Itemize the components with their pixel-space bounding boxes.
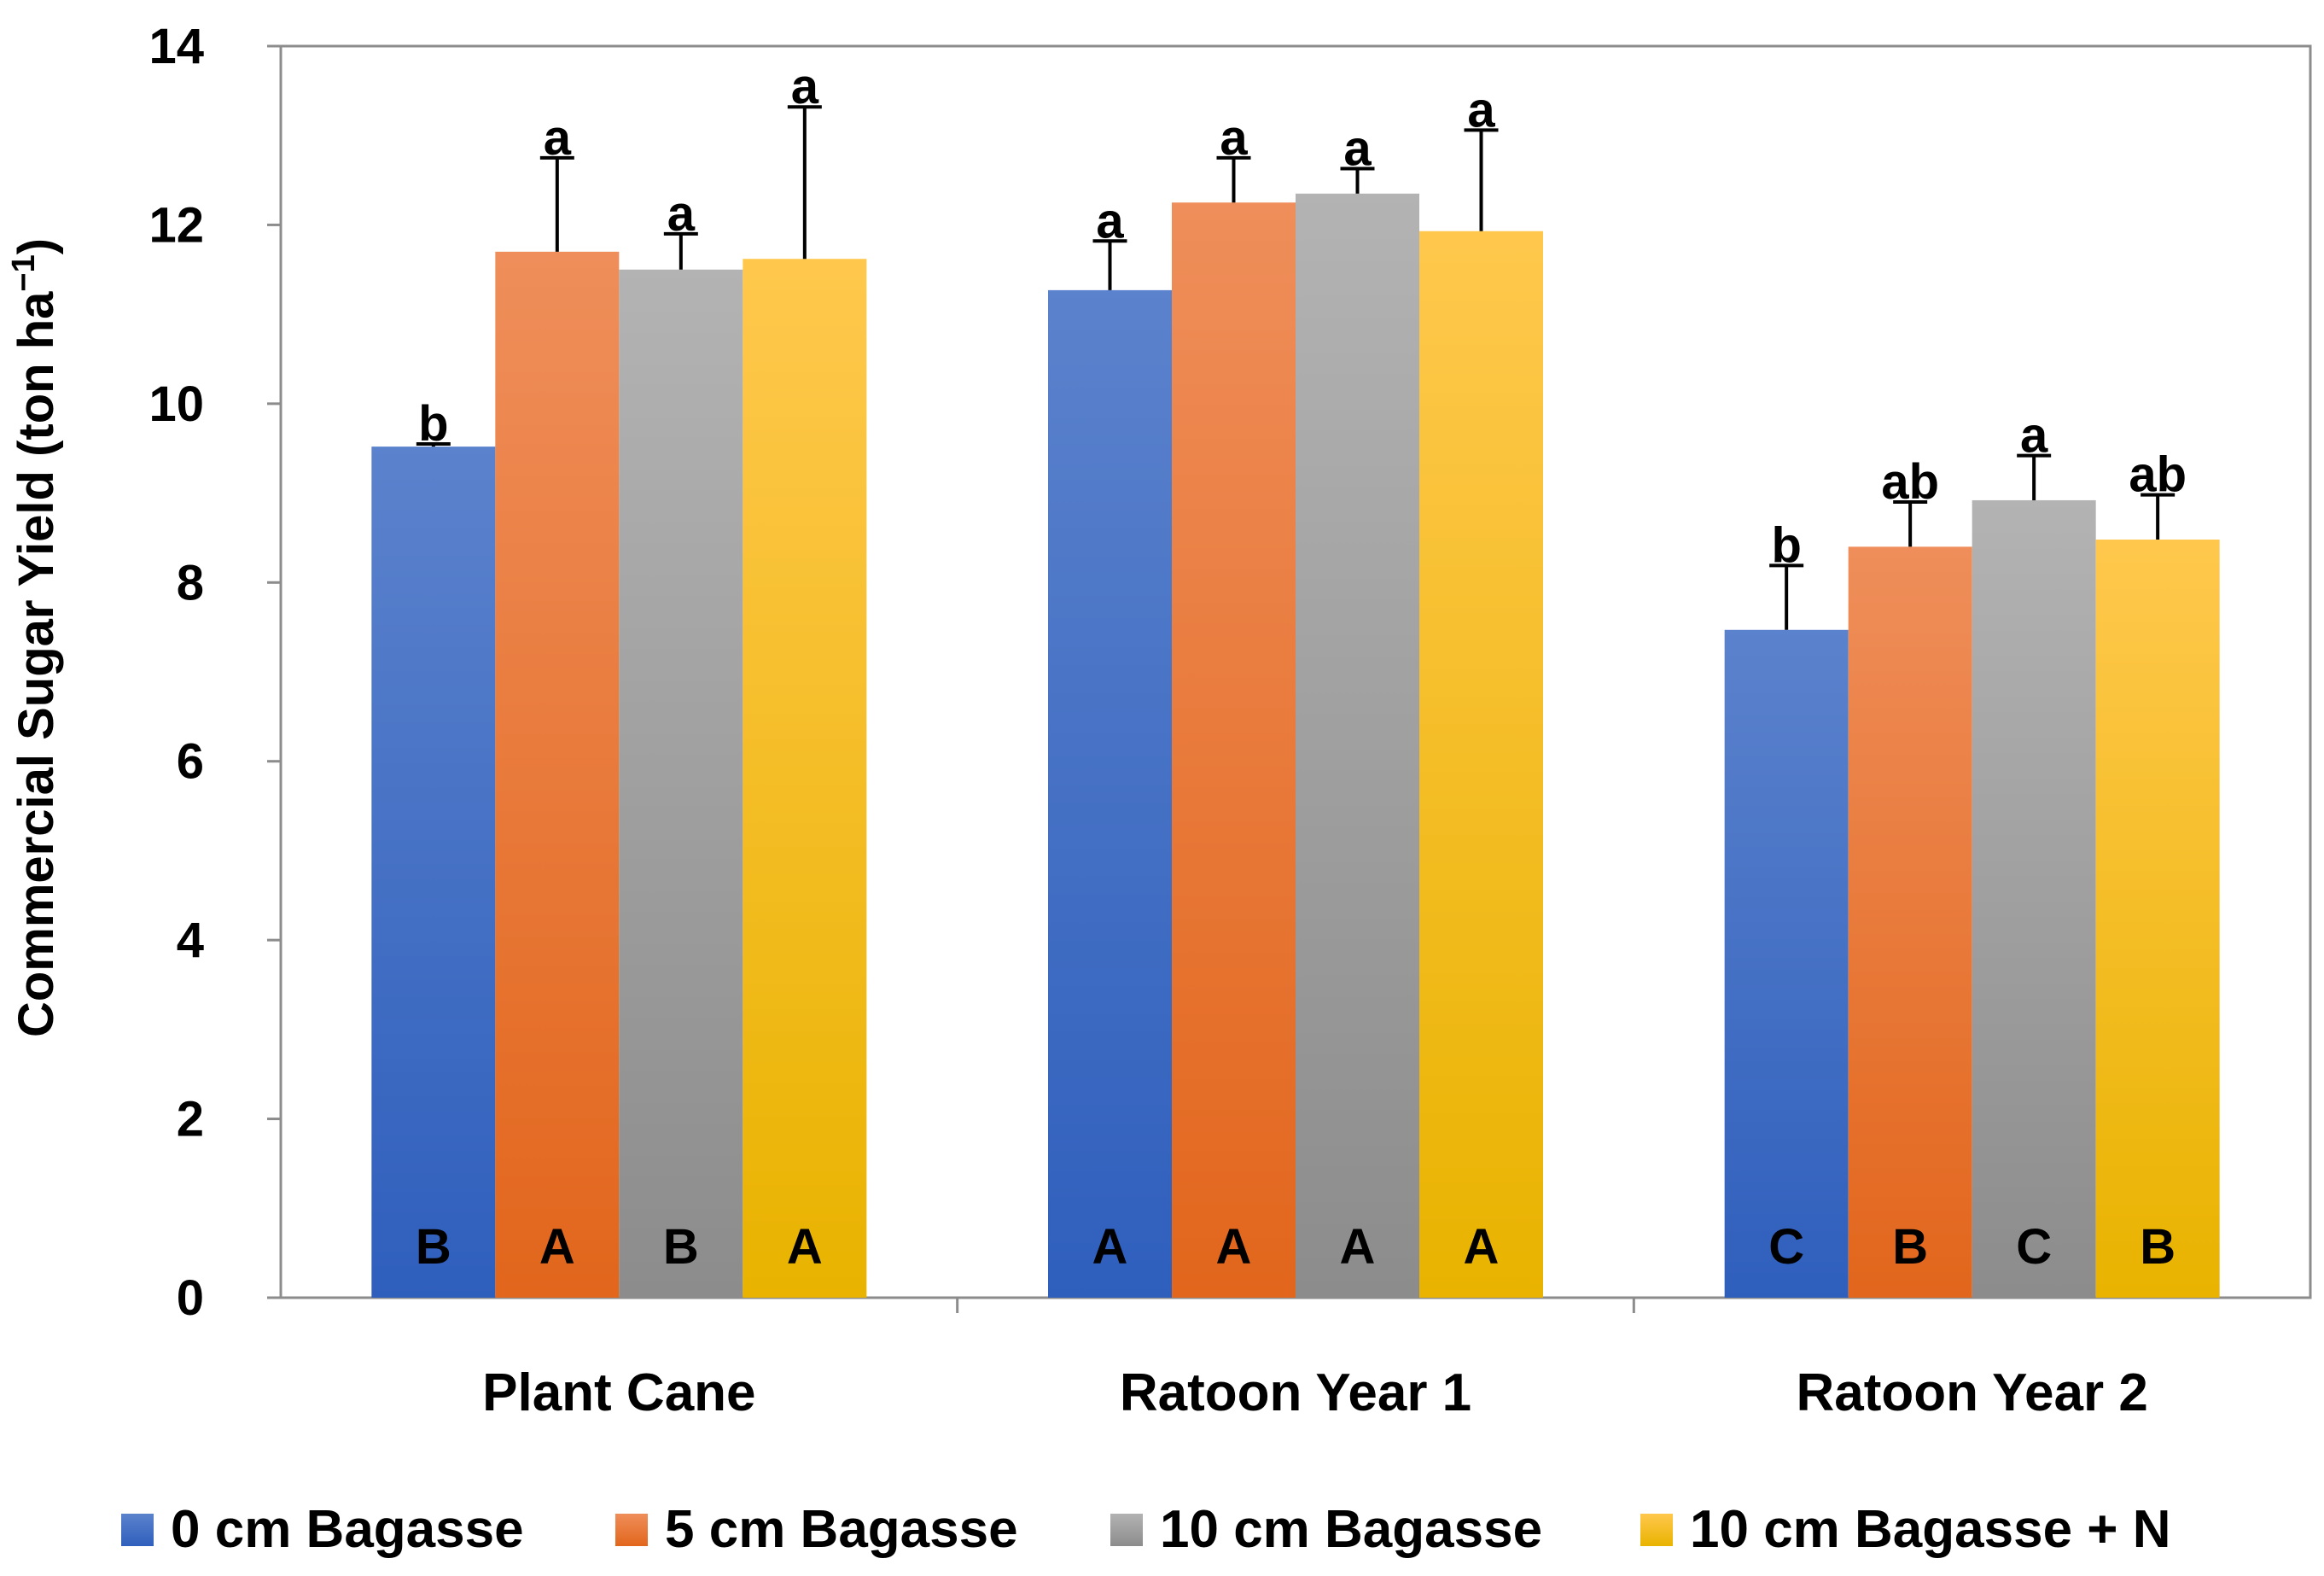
legend: 0 cm Bagasse 5 cm Bagasse 10 cm Bagasse 10 …	[121, 1500, 2171, 1559]
bar	[1172, 202, 1296, 1298]
y-tick-label: 0	[177, 1270, 204, 1326]
y-axis-title: Commercial Sugar Yield (ton ha−1)	[6, 238, 64, 1037]
legend-swatch	[615, 1514, 648, 1546]
bar-letter-bottom: A	[1216, 1219, 1252, 1275]
bar-letter-bottom: A	[1464, 1219, 1500, 1275]
bar	[1048, 289, 1172, 1298]
bar-letter-bottom: C	[2016, 1219, 2052, 1275]
bar-letter-bottom: A	[1092, 1219, 1128, 1275]
y-tick-label: 14	[149, 19, 204, 74]
legend-swatch	[1640, 1514, 1673, 1546]
y-axis-title-superscript: −1	[6, 254, 42, 291]
bar-letter-top: a	[2020, 408, 2048, 464]
legend-label: 0 cm Bagasse	[171, 1500, 524, 1559]
y-axis-title-close: )	[9, 238, 64, 254]
bar-letter-top: b	[418, 396, 448, 452]
y-tick-label: 8	[177, 555, 204, 610]
bar	[371, 447, 496, 1298]
bar-letter-bottom: A	[539, 1219, 575, 1275]
bar-letter-bottom: C	[1768, 1219, 1804, 1275]
bar-letter-top: a	[1467, 82, 1495, 137]
y-tick-label: 4	[177, 913, 204, 968]
bar-letter-top: ab	[2129, 447, 2187, 503]
y-tick-label: 12	[149, 197, 204, 253]
bar-letter-top: ab	[1881, 454, 1939, 510]
x-axis: Plant Cane Ratoon Year 1 Ratoon Year 2	[482, 1298, 2148, 1422]
legend-swatch	[1110, 1514, 1143, 1546]
bar	[1972, 499, 2096, 1298]
y-axis: 0 2 4 6 8 10 12 14	[149, 19, 281, 1326]
y-axis-title-text: Commercial Sugar Yield (ton ha	[9, 291, 64, 1037]
legend-label: 10 cm Bagasse + N	[1690, 1500, 2171, 1559]
bar-letter-bottom: A	[787, 1219, 823, 1275]
y-tick-label: 10	[149, 376, 204, 432]
x-category-label: Plant Cane	[482, 1363, 755, 1422]
bar-letter-top: a	[1343, 120, 1372, 176]
bar	[619, 269, 743, 1299]
bar	[1848, 546, 1972, 1298]
bar	[1724, 629, 1849, 1298]
x-category-label: Ratoon Year 1	[1120, 1363, 1471, 1422]
bar	[495, 251, 620, 1298]
bar	[1419, 231, 1543, 1299]
bar-letter-top: a	[1096, 193, 1124, 248]
bar-letter-top: a	[1220, 110, 1248, 166]
legend-label: 10 cm Bagasse	[1160, 1500, 1542, 1559]
y-tick-label: 2	[177, 1092, 204, 1147]
bar-letter-top: a	[667, 186, 696, 242]
y-tick-label: 6	[177, 734, 204, 790]
bar-letter-top: b	[1771, 517, 1801, 573]
bar	[2095, 540, 2220, 1298]
bar-series-group: b Ba Aa Ba Aa Aa Aa Aa Ab Cab Ba Cab B	[371, 59, 2220, 1299]
bar-letter-bottom: A	[1340, 1219, 1376, 1275]
bar-letter-bottom: B	[2140, 1219, 2175, 1275]
bar-letter-top: a	[791, 59, 819, 114]
bar-letter-bottom: B	[663, 1219, 699, 1275]
legend-label: 5 cm Bagasse	[665, 1500, 1018, 1559]
bar	[743, 259, 867, 1299]
bar	[1296, 193, 1419, 1298]
legend-swatch	[121, 1514, 154, 1546]
bar-letter-top: a	[544, 110, 572, 166]
bar-letter-bottom: B	[416, 1219, 451, 1275]
bar-letter-bottom: B	[1892, 1219, 1928, 1275]
x-category-label: Ratoon Year 2	[1796, 1363, 2147, 1422]
